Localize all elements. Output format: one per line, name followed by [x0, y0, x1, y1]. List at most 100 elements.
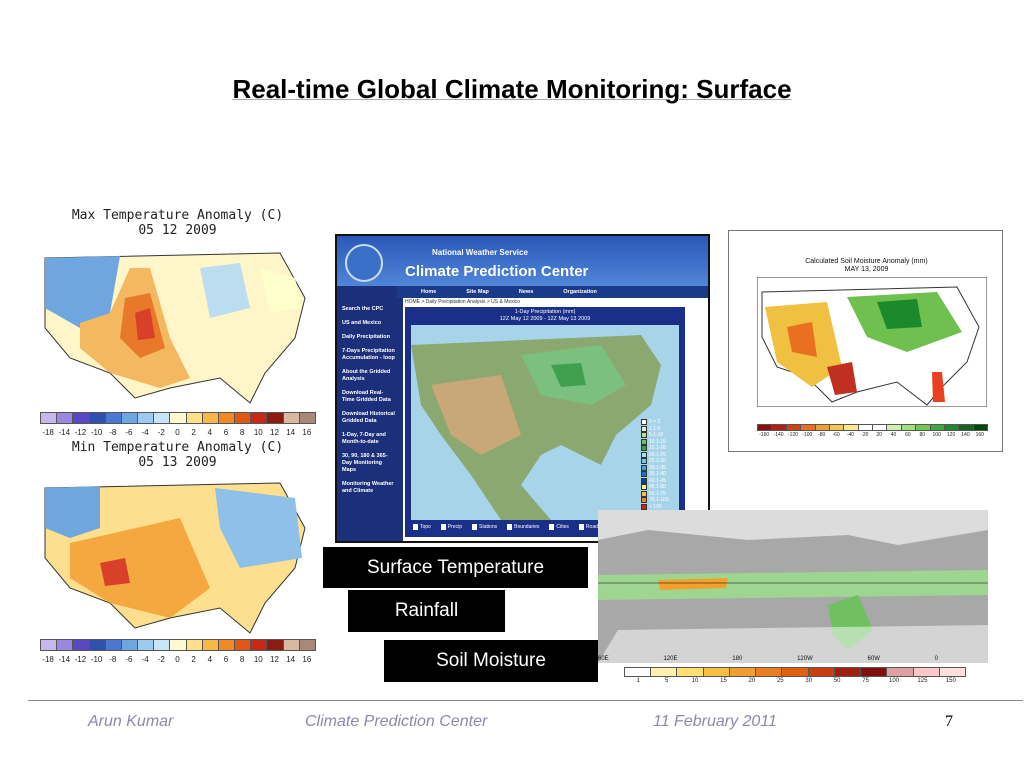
legend-label: -8: [109, 655, 117, 664]
legend-row: 45.1-50: [641, 484, 669, 491]
legend-label: 2: [191, 655, 196, 664]
legend-label: -80: [818, 432, 826, 438]
color-swatch: [900, 424, 917, 431]
legend-label: -100: [802, 432, 813, 438]
color-swatch: [641, 432, 647, 439]
max-temp-heading: Max Temperature Anomaly (C) 05 12 2009: [40, 208, 315, 238]
soil-legend-labels: -160 -140 -120 -100 -80 -60 -40 -20 20 40 60 80 100 1…: [757, 432, 987, 438]
legend-label: 12: [270, 655, 279, 664]
sidebar-link: Monitoring Weather and Climate: [342, 481, 394, 494]
min-temp-colorbar: [40, 639, 316, 651]
sidebar-link: Search the CPC: [342, 306, 384, 312]
color-swatch: [972, 424, 988, 431]
label-box: Soil Moisture: [384, 640, 598, 682]
color-swatch: [886, 667, 914, 677]
legend-label: 8: [239, 655, 245, 664]
legend-label: -2: [157, 428, 165, 437]
color-swatch: [104, 639, 122, 651]
legend-label: -10: [90, 428, 103, 437]
color-swatch: [828, 424, 845, 431]
color-swatch: [40, 639, 58, 651]
color-swatch: [641, 497, 647, 504]
color-swatch: [120, 412, 139, 424]
color-swatch: [728, 667, 757, 677]
legend-label: 0: [175, 428, 180, 437]
color-swatch: [912, 667, 940, 677]
sidebar: Search the CPC US and Mexico Daily Precipi…: [337, 302, 399, 502]
page-number: 7: [945, 713, 953, 730]
legend-label: 45.1-50: [649, 484, 666, 490]
legend-label: 8: [239, 428, 245, 437]
legend-label: 10.1-15: [649, 438, 666, 445]
legend-label: 16: [302, 428, 312, 437]
color-swatch: [282, 412, 300, 424]
global-legend-labels: 1 5 10 15 20 25 30 50 75 100 125 150: [624, 678, 965, 684]
footer-org: Climate Prediction Center: [305, 713, 488, 730]
color-swatch: [814, 424, 830, 431]
sidebar-link: 30, 90, 180 & 365-Day Monitoring Maps: [342, 453, 388, 473]
site-name: Climate Prediction Center: [405, 263, 589, 280]
legend-row: 2.1-5: [641, 426, 669, 433]
color-swatch: [217, 639, 236, 651]
legend-label: 20: [876, 432, 882, 438]
map-title: 1-Day Precipitation (mm): [514, 309, 576, 315]
color-swatch: [771, 424, 787, 431]
color-swatch: [938, 667, 967, 677]
legend-label: 4: [207, 655, 213, 664]
legend-label: -10: [90, 655, 103, 664]
footer-author: Arun Kumar: [88, 713, 174, 730]
legend-row: 20.1-25: [641, 452, 669, 459]
longitude-labels: 60E 120E 180 120W 60W 0: [598, 656, 938, 662]
max-temp-colorbar: [40, 412, 316, 424]
color-swatch: [860, 667, 888, 677]
legend-row: 30.1-35: [641, 465, 669, 472]
max-temp-legend-labels: -18 -14 -12 -10 -8 -6 -4 -2 0 2 4 6 8 10 12 14 16: [40, 428, 315, 437]
color-swatch: [201, 639, 219, 651]
color-swatch: [40, 412, 58, 424]
color-swatch: [872, 424, 888, 431]
min-temp-heading: Min Temperature Anomaly (C) 05 13 2009: [40, 440, 315, 470]
color-swatch: [185, 639, 203, 651]
legend-row: 75.1-100: [641, 497, 669, 504]
slide-title: Real-time Global Climate Monitoring: Sur…: [232, 74, 792, 104]
legend-row: 10.1-15: [641, 439, 669, 446]
soil-colorbar: [757, 424, 988, 431]
color-swatch: [104, 412, 122, 424]
breadcrumb: HOME > Daily Precipitation Analysis > US…: [405, 299, 521, 305]
color-swatch: [641, 484, 647, 491]
color-swatch: [757, 424, 773, 431]
color-swatch: [266, 639, 284, 651]
legend-label: 2.1-5: [649, 425, 661, 432]
precip-legend: 0 > 2 2.1-5 5.1-10 10.1-15 15.1-20 20.1-25 25.…: [641, 419, 669, 510]
color-swatch: [641, 458, 647, 465]
legend-label: -6: [125, 428, 133, 437]
legend-label: -18: [42, 428, 54, 437]
legend-label: 80: [919, 432, 926, 438]
legend-label: 35.1-40: [649, 471, 666, 477]
color-swatch: [56, 639, 74, 651]
noaa-logo: [345, 244, 383, 282]
sidebar-link: Daily Precipitation: [342, 334, 390, 340]
color-swatch: [843, 424, 859, 431]
sidebar-link: Download Real-Time Gridded Data: [342, 390, 391, 403]
color-swatch: [298, 412, 316, 424]
option-checkbox: Boundaries: [507, 524, 539, 530]
global-colorbar: [624, 667, 967, 677]
color-swatch: [88, 639, 106, 651]
legend-row: 40.1-45: [641, 478, 669, 485]
legend-label: 75: [862, 678, 869, 684]
legend-label: 30.1-35: [649, 464, 666, 471]
legend-label: -2: [157, 655, 165, 664]
legend-label: 15: [720, 678, 727, 684]
color-swatch: [72, 412, 90, 424]
color-swatch: [217, 412, 236, 424]
soil-map: [757, 277, 987, 407]
map-date: MAY 13, 2009: [844, 266, 889, 273]
legend-label: 40: [890, 432, 897, 438]
map-date: 05 12 2009: [138, 223, 217, 238]
legend-label: -4: [141, 655, 149, 664]
color-swatch: [807, 667, 835, 677]
legend-label: 100: [889, 678, 900, 684]
sidebar-link: Download Historical Gridded Data: [342, 411, 395, 424]
